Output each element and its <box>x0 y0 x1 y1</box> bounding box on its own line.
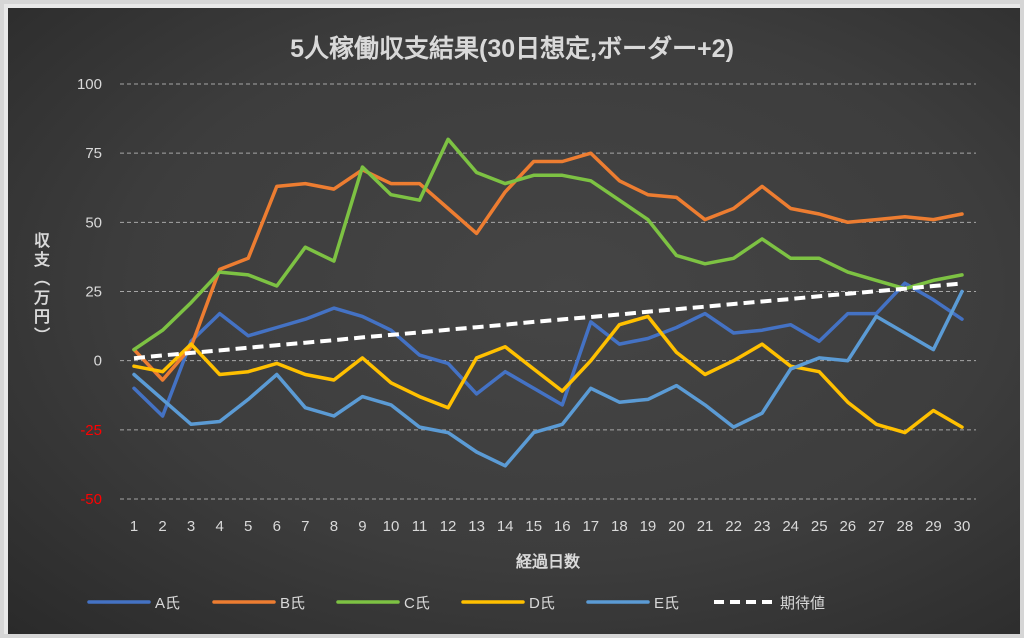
series-lines <box>132 137 964 468</box>
x-tick-label: 16 <box>554 518 571 535</box>
y-tick-label: -50 <box>80 491 102 508</box>
legend-item: A氏 <box>87 595 180 612</box>
y-axis-ticks: 100 75 50 25 0 -25 -50 <box>77 76 102 508</box>
x-tick-label: 4 <box>215 518 223 535</box>
x-tick-label: 13 <box>468 518 485 535</box>
x-tick-label: 7 <box>301 518 309 535</box>
series-line-5 <box>132 289 964 468</box>
series-line-2 <box>132 151 964 382</box>
y-axis-label-char: 円 <box>34 307 50 326</box>
y-tick-label: 25 <box>85 284 102 301</box>
y-axis-label: 収支（ 万円） <box>32 231 51 343</box>
x-tick-label: 17 <box>582 518 599 535</box>
x-tick-label: 15 <box>525 518 542 535</box>
x-tick-label: 28 <box>897 518 914 535</box>
series-line-3 <box>132 137 964 352</box>
legend-item: 期待値 <box>714 595 825 612</box>
x-axis-ticks: 1 2 3 4 5 6 7 8 9 10 11 12 13 14 15 16 17 18 19 20 21 22 23 24 2… <box>130 518 971 535</box>
y-tick-label: 0 <box>94 353 102 370</box>
x-tick-label: 8 <box>330 518 338 535</box>
x-tick-label: 22 <box>725 518 742 535</box>
series-line-1 <box>132 281 964 418</box>
y-axis-label-char: 支 <box>33 250 51 269</box>
x-tick-label: 11 <box>412 518 428 535</box>
x-axis-label: 経過日数 <box>516 552 581 571</box>
x-tick-label: 20 <box>668 518 685 535</box>
y-axis-label-char: （ <box>32 270 51 286</box>
legend-label: E氏 <box>654 595 679 612</box>
x-tick-label: 26 <box>839 518 856 535</box>
x-tick-label: 25 <box>811 518 828 535</box>
legend-label: B氏 <box>280 595 305 612</box>
x-tick-label: 24 <box>782 518 799 535</box>
gridlines <box>120 83 976 500</box>
x-tick-label: 1 <box>130 518 138 535</box>
legend-label: A氏 <box>155 595 180 612</box>
x-tick-label: 12 <box>440 518 457 535</box>
x-tick-label: 18 <box>611 518 628 535</box>
legend: A氏 B氏 C氏 D氏 E氏 期待値 <box>87 595 825 612</box>
legend-item: E氏 <box>586 595 679 612</box>
y-axis-label-char: ） <box>32 327 51 343</box>
x-tick-label: 21 <box>697 518 714 535</box>
legend-item: C氏 <box>336 595 430 612</box>
y-tick-label: 50 <box>85 214 102 231</box>
x-tick-label: 10 <box>383 518 400 535</box>
x-tick-label: 5 <box>244 518 252 535</box>
x-tick-label: 6 <box>273 518 281 535</box>
series-line-4 <box>132 314 964 435</box>
y-tick-label: 75 <box>85 145 102 162</box>
y-axis-label-char: 万 <box>33 288 50 307</box>
x-tick-label: 14 <box>497 518 514 535</box>
y-axis-label-char: 収 <box>34 231 51 250</box>
legend-item: B氏 <box>212 595 305 612</box>
x-tick-label: 3 <box>187 518 195 535</box>
x-tick-label: 23 <box>754 518 771 535</box>
legend-label: D氏 <box>529 595 555 612</box>
chart-background <box>8 8 1020 634</box>
y-tick-label: 100 <box>77 76 102 93</box>
series-line-6 <box>133 281 963 361</box>
legend-item: D氏 <box>461 595 555 612</box>
legend-label: 期待値 <box>780 595 825 612</box>
x-tick-label: 2 <box>158 518 166 535</box>
x-tick-label: 9 <box>358 518 366 535</box>
legend-label: C氏 <box>404 595 430 612</box>
x-tick-label: 19 <box>640 518 657 535</box>
y-tick-label: -25 <box>80 422 102 439</box>
chart-title: 5人稼働収支結果(30日想定,ボーダー+2) <box>290 34 734 63</box>
x-tick-label: 30 <box>954 518 971 535</box>
x-tick-label: 27 <box>868 518 885 535</box>
x-tick-label: 29 <box>925 518 942 535</box>
